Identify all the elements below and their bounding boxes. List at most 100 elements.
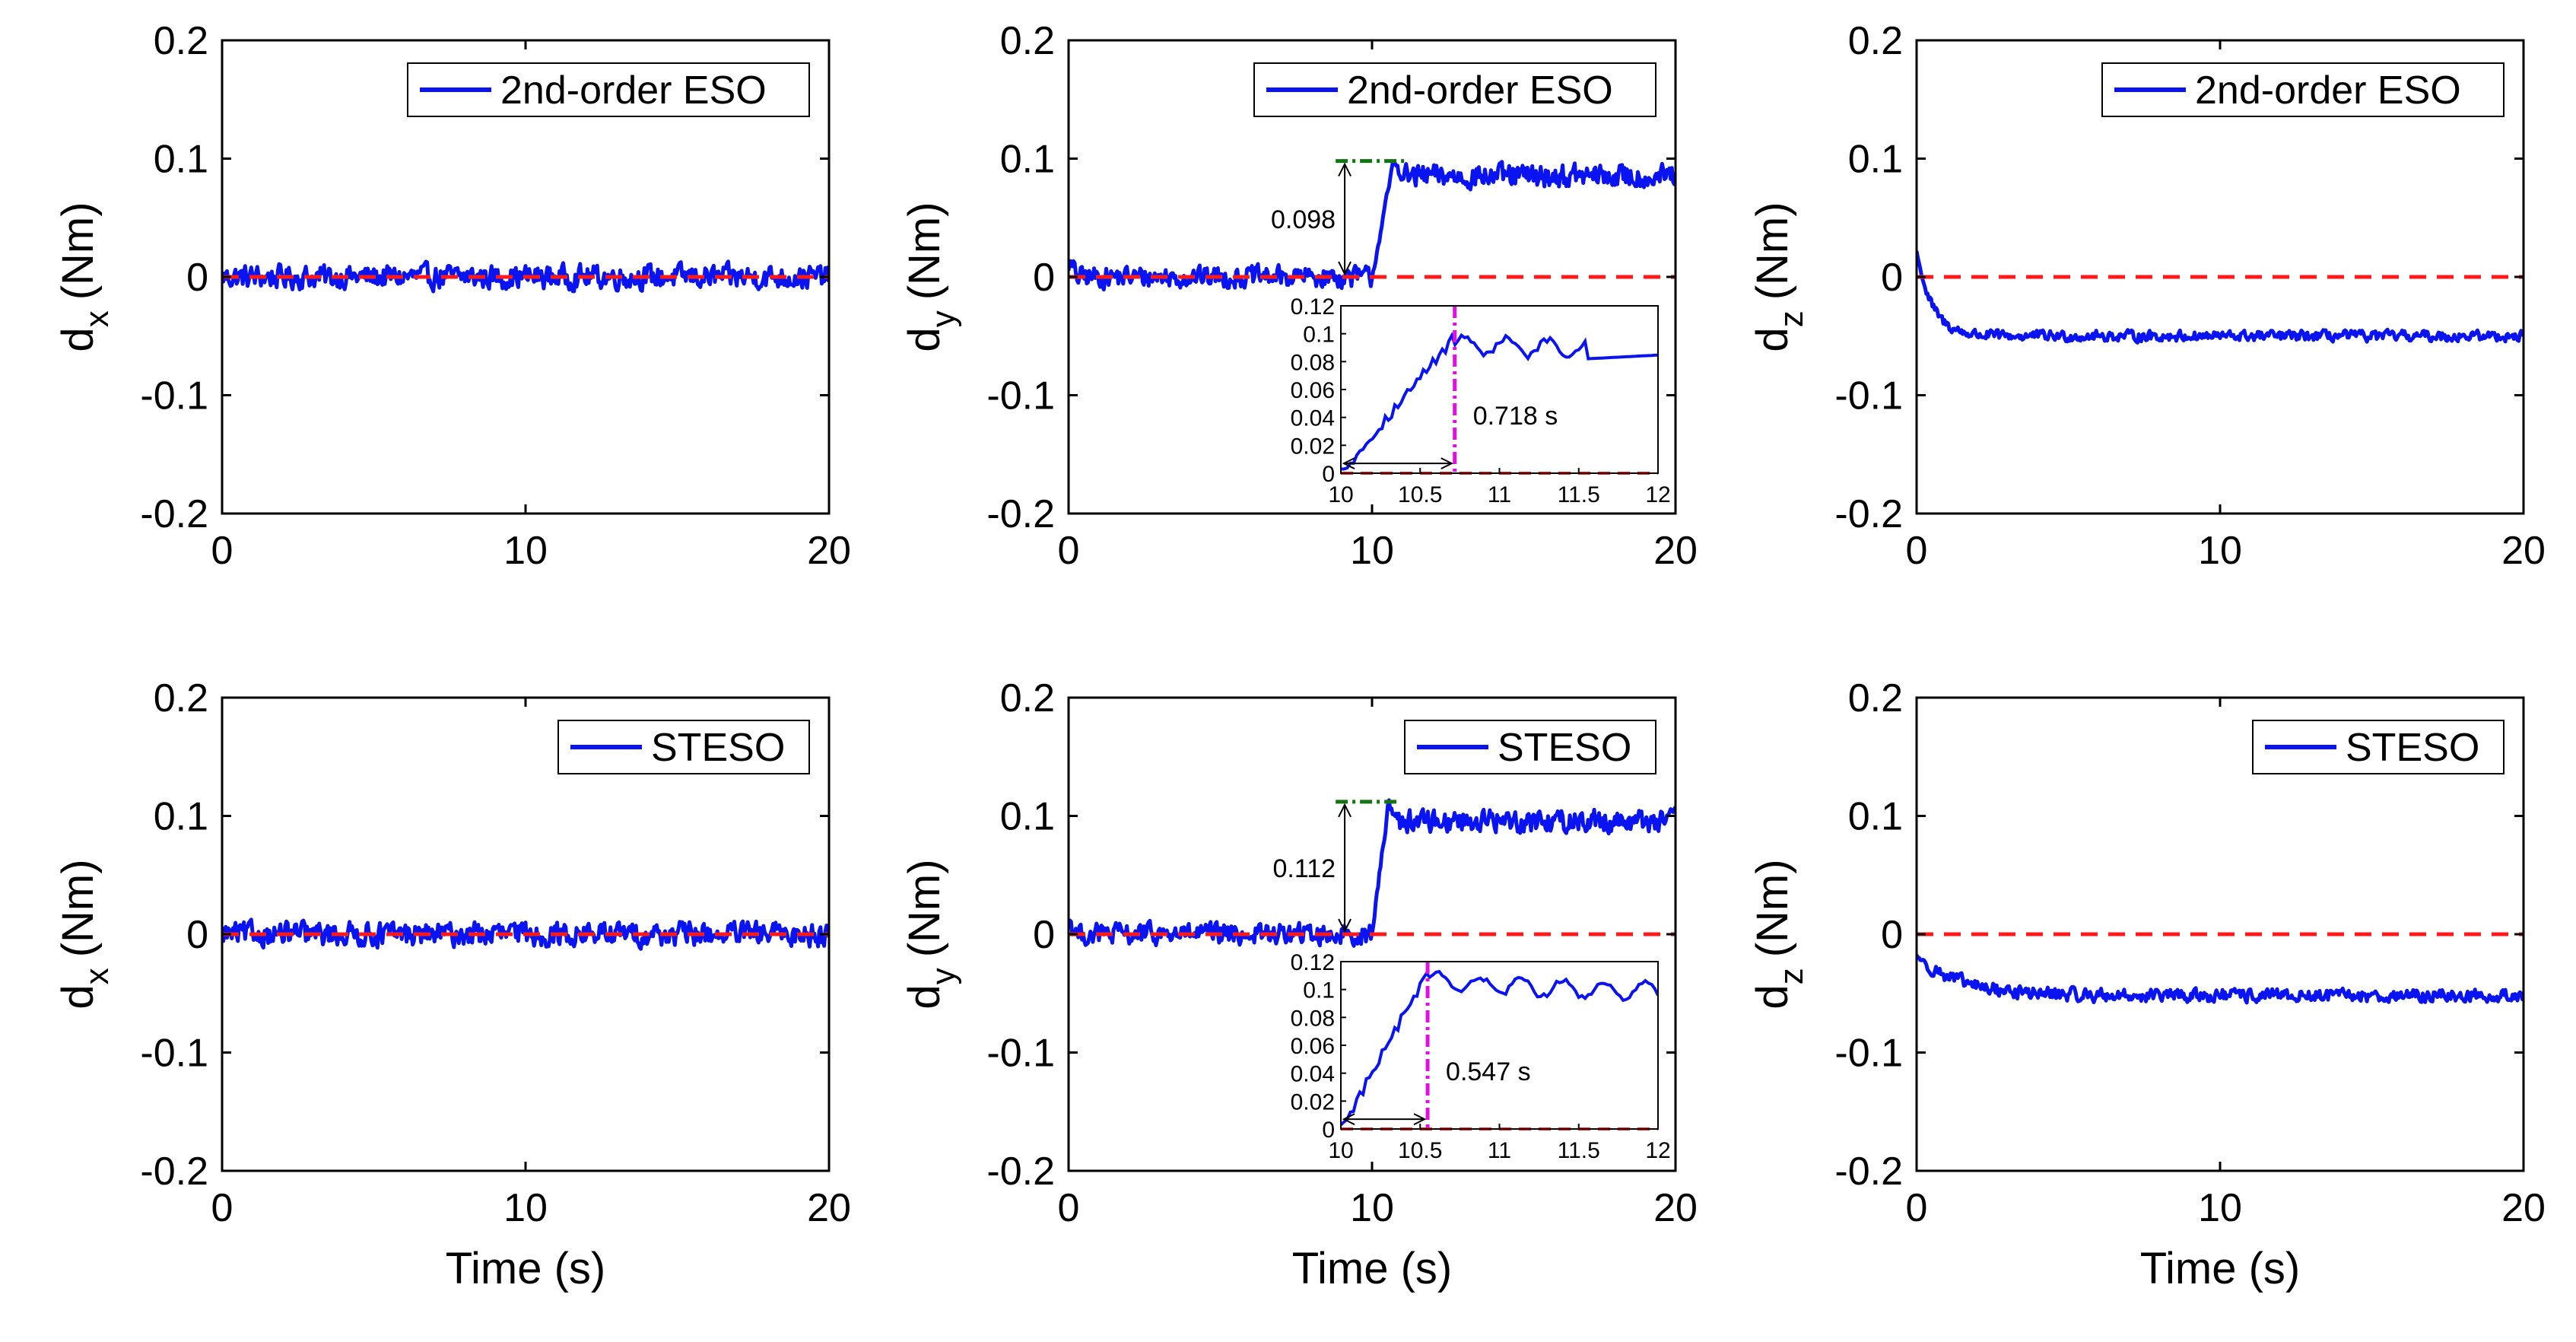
inset-series-line	[1341, 332, 1658, 471]
legend: 2nd-order ESO	[1253, 62, 1656, 117]
inset-x-tick-label: 11	[1488, 1138, 1511, 1163]
inset-series-line	[1341, 969, 1658, 1126]
inset-x-tick-label: 10	[1328, 482, 1353, 507]
y-tick-label: 0	[1881, 913, 1903, 957]
inset-y-tick-label: 0.02	[1291, 1089, 1335, 1115]
inset-y-tick-label: 0.08	[1291, 1006, 1335, 1031]
y-axis-label: dz(Nm)	[1748, 859, 1810, 1009]
x-axis-label: Time (s)	[2140, 1244, 2300, 1293]
y-axis-label: dx(Nm)	[53, 202, 116, 351]
series-line-2nd-order-eso	[1069, 159, 1676, 292]
x-tick-label: 10	[2198, 1186, 2242, 1230]
x-tick-label: 0	[211, 529, 233, 573]
peak-arrow-head-down	[1338, 261, 1352, 276]
legend: 2nd-order ESO	[407, 62, 810, 117]
inset-x-tick-label: 10.5	[1398, 1138, 1442, 1163]
x-tick-label: 10	[503, 529, 548, 573]
legend-label: 2nd-order ESO	[1347, 68, 1613, 113]
legend: STESO	[557, 720, 810, 774]
legend-label: 2nd-order ESO	[500, 68, 767, 113]
inset-bg	[1341, 306, 1658, 473]
inset-y-tick-label: 0.12	[1291, 950, 1335, 975]
y-axis-label: dy(Nm)	[900, 202, 962, 351]
peak-annotation: 0.112	[1273, 800, 1399, 933]
y-tick-label: 0.2	[1000, 19, 1055, 63]
y-tick-label: 0.1	[154, 138, 208, 182]
inset-y-tick-label: 0.04	[1291, 1062, 1335, 1087]
inset-y-tick-label: 0.06	[1291, 1034, 1335, 1059]
y-tick-label: -0.1	[986, 374, 1055, 418]
inset: 0.547 s 0 0.020.04 0.06 0.08 0.1 0.12 10 10.5 11 1…	[1291, 950, 1671, 1163]
x-tick-label: 0	[211, 1186, 233, 1230]
y-tick-label: -0.2	[1834, 1150, 1903, 1194]
inset-y-tick-label: 0.1	[1303, 323, 1335, 348]
inset-arrow-head-left	[1342, 1113, 1355, 1126]
peak-arrow-head-down	[1338, 918, 1352, 933]
y-tick-label: 0.1	[1000, 795, 1055, 839]
x-tick-label: 0	[1058, 1186, 1080, 1230]
y-tick-label: -0.1	[1834, 374, 1903, 418]
peak-value-label: 0.112	[1273, 854, 1336, 883]
legend: STESO	[2252, 720, 2505, 774]
inset-arrow-head-right	[1413, 1113, 1427, 1126]
y-tick-label: -0.1	[140, 1032, 208, 1076]
x-tick-label: 20	[807, 529, 851, 573]
x-tick-label: 20	[1653, 1186, 1698, 1230]
inset-y-tick-label: 0.06	[1291, 378, 1335, 403]
series-line-2nd-order-eso	[222, 259, 829, 294]
inset-y-tick-label: 0.02	[1291, 434, 1335, 459]
y-tick-label: -0.2	[140, 492, 208, 536]
x-tick-label: 10	[1350, 1186, 1394, 1230]
y-tick-label: -0.1	[140, 374, 208, 418]
y-tick-label: -0.1	[1834, 1032, 1903, 1076]
y-axis-label: dz(Nm)	[1748, 202, 1810, 351]
y-tick-label: 0.2	[1848, 676, 1903, 720]
inset-x-tick-label: 11.5	[1558, 1138, 1600, 1163]
legend-label: STESO	[2346, 726, 2479, 770]
x-tick-label: 10	[2198, 529, 2242, 573]
inset-arrow-head-left	[1342, 457, 1355, 470]
y-tick-label: 0	[186, 913, 208, 957]
subplot-1-0: -0.2 -0.1 0 0.1 0.2 0 10 20 dx(Nm) Time (s) STESO	[53, 676, 851, 1293]
legend-label: STESO	[651, 726, 785, 770]
series-line-2nd-order-eso	[1917, 250, 2524, 345]
x-tick-label: 0	[1058, 529, 1080, 573]
inset-y-tick-label: 0.1	[1303, 978, 1335, 1003]
subplot-0-0: -0.2 -0.1 0 0.1 0.2 0 10 20 dx(Nm) 2nd-order ESO	[53, 19, 851, 573]
y-tick-label: 0.2	[154, 19, 208, 63]
inset-x-tick-label: 10.5	[1398, 482, 1442, 507]
y-axis-label: dy(Nm)	[900, 859, 962, 1009]
inset-y-tick-label: 0.12	[1291, 294, 1335, 320]
inset-y-tick-label: 0.08	[1291, 350, 1335, 375]
legend-label: STESO	[1498, 726, 1631, 770]
peak-value-label: 0.098	[1271, 205, 1336, 234]
inset-bg	[1341, 962, 1658, 1129]
peak-annotation: 0.098	[1271, 159, 1405, 276]
inset-arrow-head-right	[1440, 457, 1453, 470]
inset-y-tick-label: 0	[1322, 1118, 1335, 1143]
y-tick-label: -0.2	[140, 1150, 208, 1194]
series-line-steso	[222, 917, 829, 951]
y-tick-label: -0.1	[986, 1032, 1055, 1076]
subplot-1-2: -0.2 -0.1 0 0.1 0.2 0 10 20 dz(Nm) Time (s) STESO	[1748, 676, 2546, 1293]
y-tick-label: 0.1	[154, 795, 208, 839]
inset-x-tick-label: 11	[1488, 482, 1511, 507]
x-axis-label: Time (s)	[446, 1244, 605, 1293]
x-tick-label: 10	[1350, 529, 1394, 573]
y-tick-label: 0.2	[154, 676, 208, 720]
x-tick-label: 20	[1653, 529, 1698, 573]
x-axis-label: Time (s)	[1292, 1244, 1452, 1293]
y-tick-label: 0.1	[1000, 138, 1055, 182]
legend-label: 2nd-order ESO	[2195, 68, 2461, 113]
y-tick-label: 0	[186, 256, 208, 300]
peak-arrow-head-up	[1338, 162, 1352, 177]
inset-x-tick-label: 10	[1328, 1138, 1353, 1163]
subplot-0-2: -0.2 -0.1 0 0.1 0.2 0 10 20 dz(Nm) 2nd-order ESO	[1748, 19, 2546, 573]
x-tick-label: 0	[1906, 529, 1928, 573]
y-tick-label: 0	[1033, 913, 1055, 957]
y-tick-label: -0.2	[986, 1150, 1055, 1194]
y-tick-label: -0.2	[1834, 492, 1903, 536]
